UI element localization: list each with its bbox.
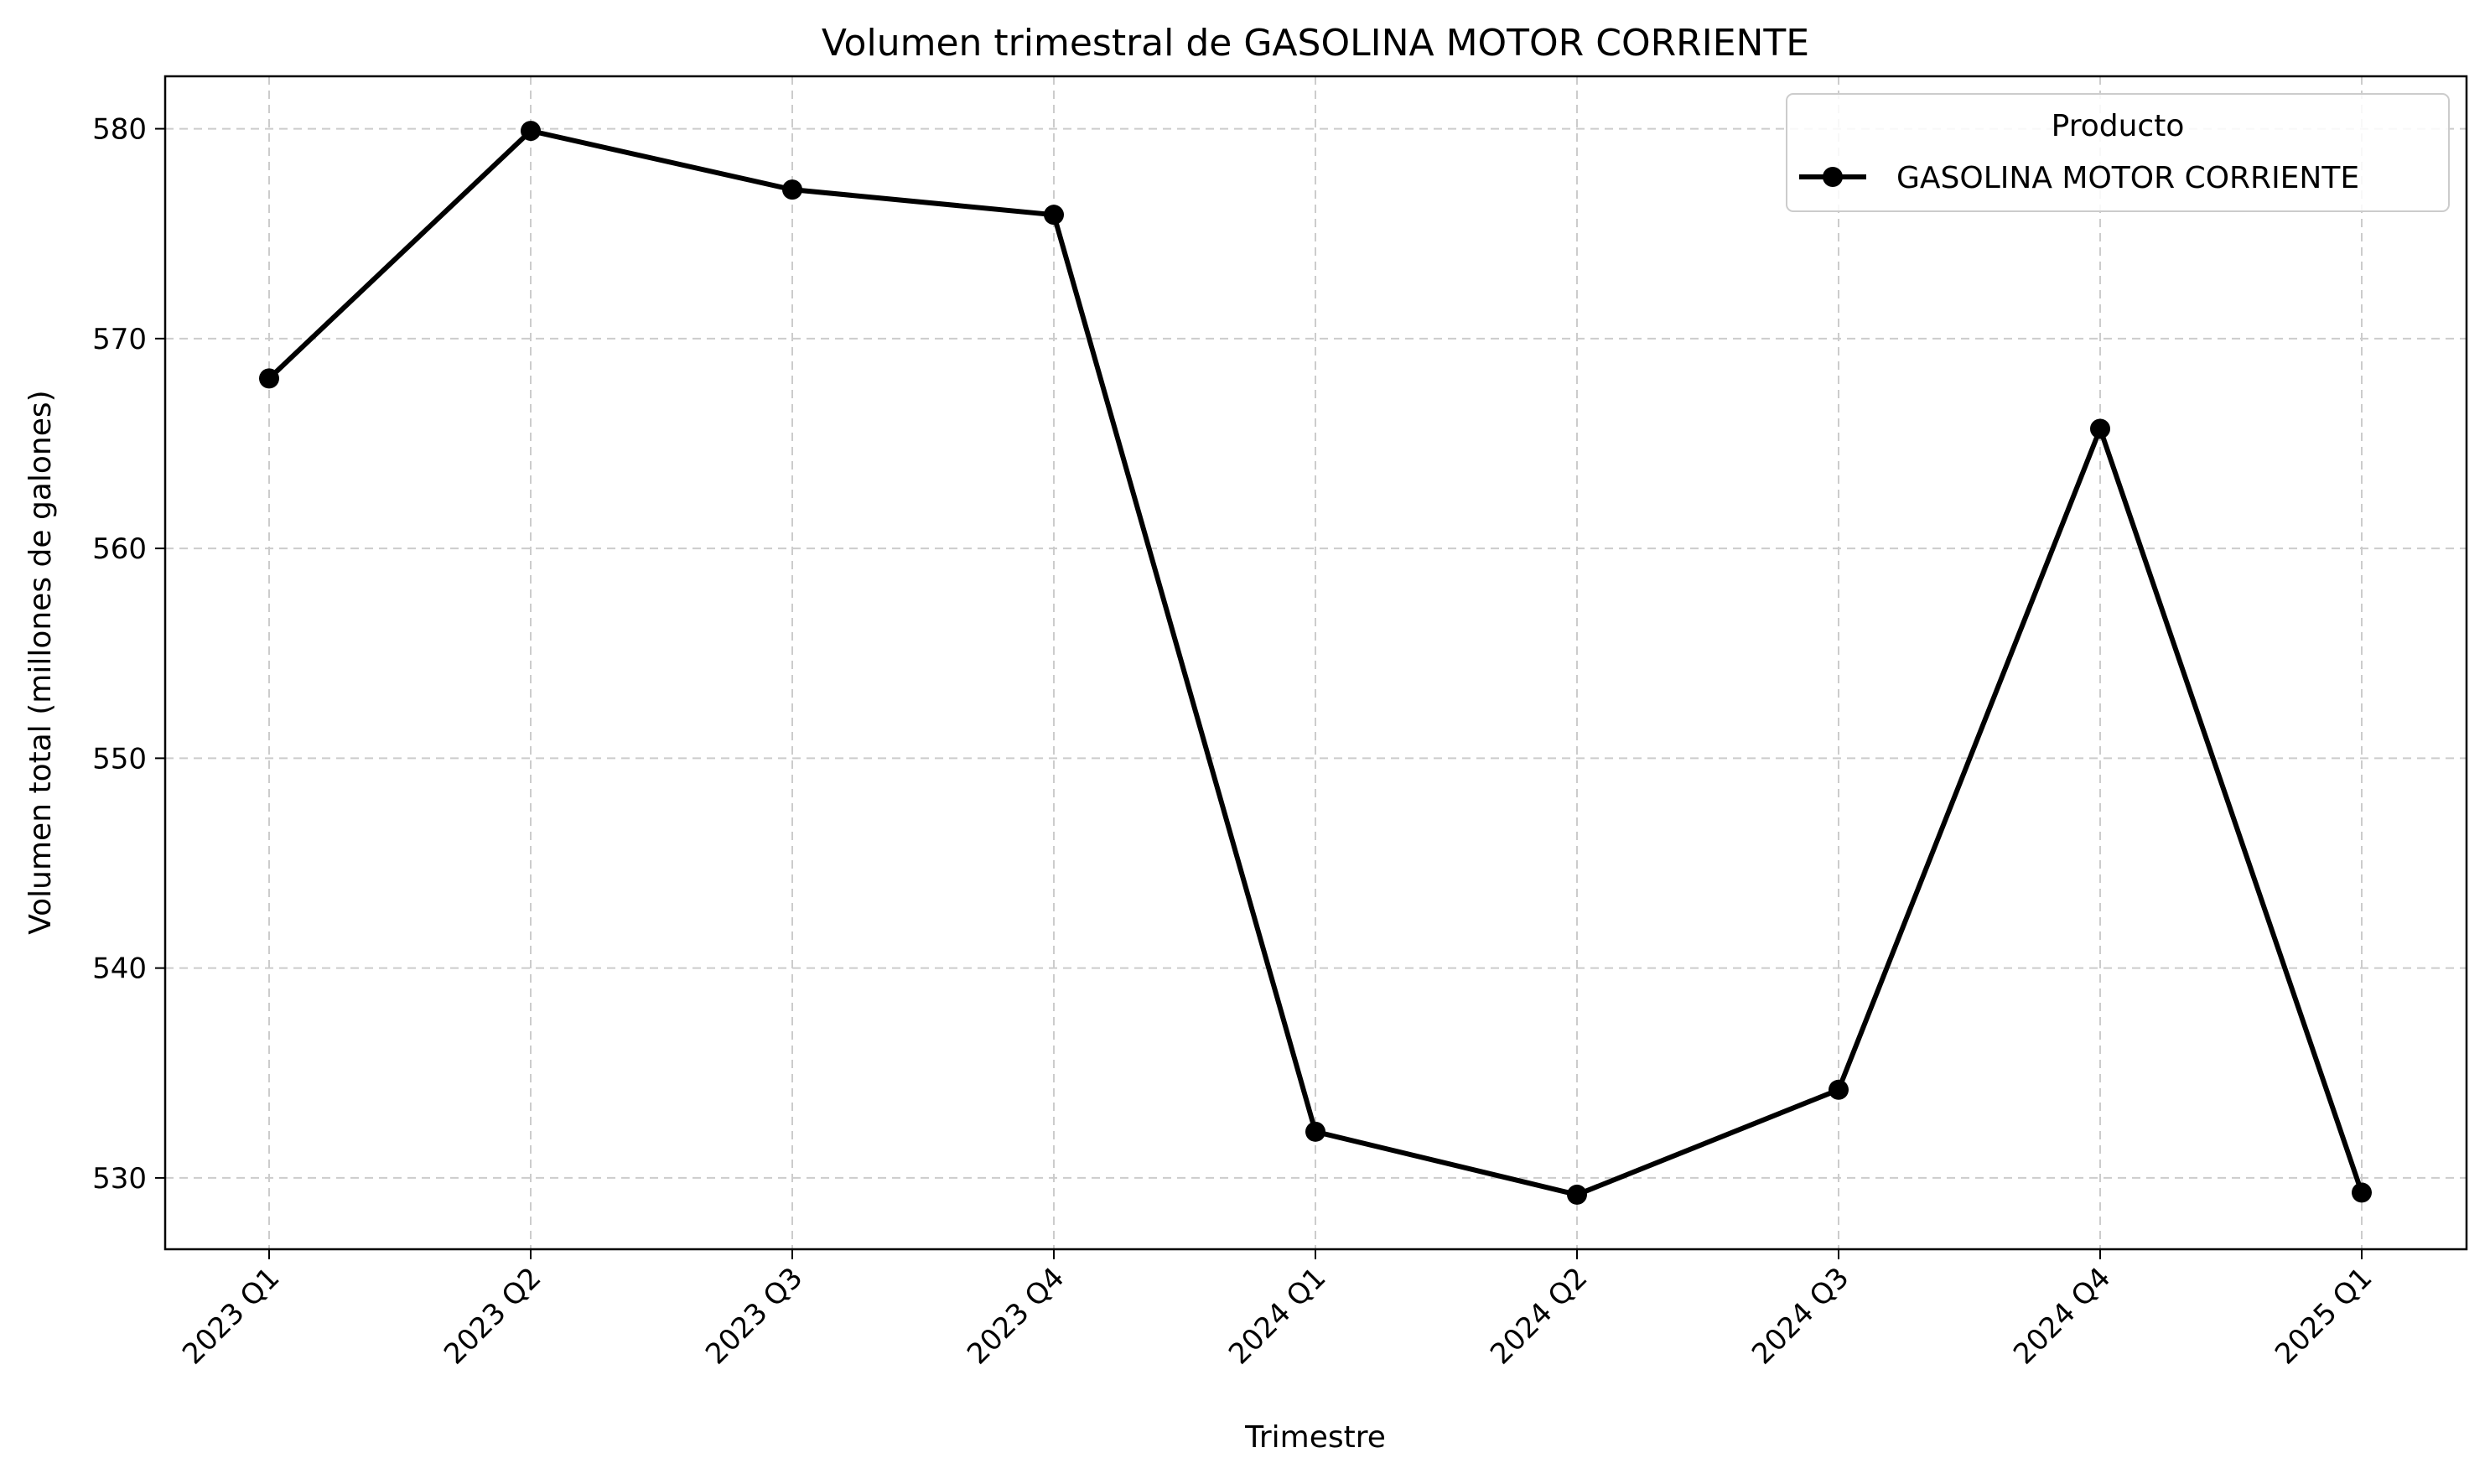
legend-series-label: GASOLINA MOTOR CORRIENTE [1896, 161, 2359, 195]
data-point [521, 121, 541, 142]
legend-title: Producto [2052, 109, 2185, 143]
data-point [2352, 1182, 2372, 1203]
data-point [259, 368, 279, 389]
y-tick-label: 580 [92, 113, 147, 147]
y-tick-label: 530 [92, 1162, 147, 1196]
y-tick-label: 550 [92, 742, 147, 776]
y-axis-label: Volumen total (millones de galones) [23, 390, 58, 934]
y-axis-ticks: 530 540 550 560 570 580 [92, 113, 165, 1196]
plot-frame [163, 75, 2468, 1251]
legend-marker-swatch [1823, 167, 1843, 187]
grid-lines [165, 76, 2467, 1249]
chart-title: Volumen trimestral de GASOLINA MOTOR COR… [822, 22, 1809, 65]
legend: Producto GASOLINA MOTOR CORRIENTE [1786, 93, 2450, 212]
y-tick-label: 570 [92, 323, 147, 356]
x-tick-label: 2023 Q4 [961, 1261, 1071, 1371]
data-point [1567, 1184, 1587, 1205]
x-tick-label: 2023 Q1 [176, 1261, 286, 1371]
x-tick-label: 2025 Q1 [2269, 1261, 2378, 1371]
x-tick-label: 2023 Q2 [438, 1261, 547, 1371]
legend-box [1786, 93, 2450, 212]
data-point [1305, 1121, 1325, 1142]
data-point [1044, 205, 1064, 226]
data-point [2090, 418, 2110, 439]
x-tick-label: 2024 Q4 [2007, 1261, 2117, 1371]
x-axis-ticks: 2023 Q1 2023 Q2 2023 Q3 2023 Q4 2024 Q1 2024 … [176, 1249, 2378, 1371]
y-tick-label: 540 [92, 952, 147, 986]
x-tick-label: 2024 Q3 [1746, 1261, 1855, 1371]
data-point [782, 179, 802, 200]
x-tick-label: 2023 Q3 [699, 1261, 809, 1371]
x-axis-label: Trimestre [1244, 1420, 1386, 1455]
y-tick-label: 560 [92, 532, 147, 566]
series-layer [259, 121, 2372, 1205]
x-tick-label: 2024 Q2 [1484, 1261, 1594, 1371]
x-tick-label: 2024 Q1 [1222, 1261, 1332, 1371]
data-point [1829, 1079, 1849, 1100]
